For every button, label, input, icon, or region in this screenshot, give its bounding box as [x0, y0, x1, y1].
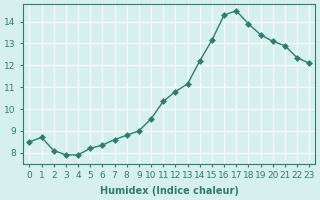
X-axis label: Humidex (Indice chaleur): Humidex (Indice chaleur)	[100, 186, 239, 196]
